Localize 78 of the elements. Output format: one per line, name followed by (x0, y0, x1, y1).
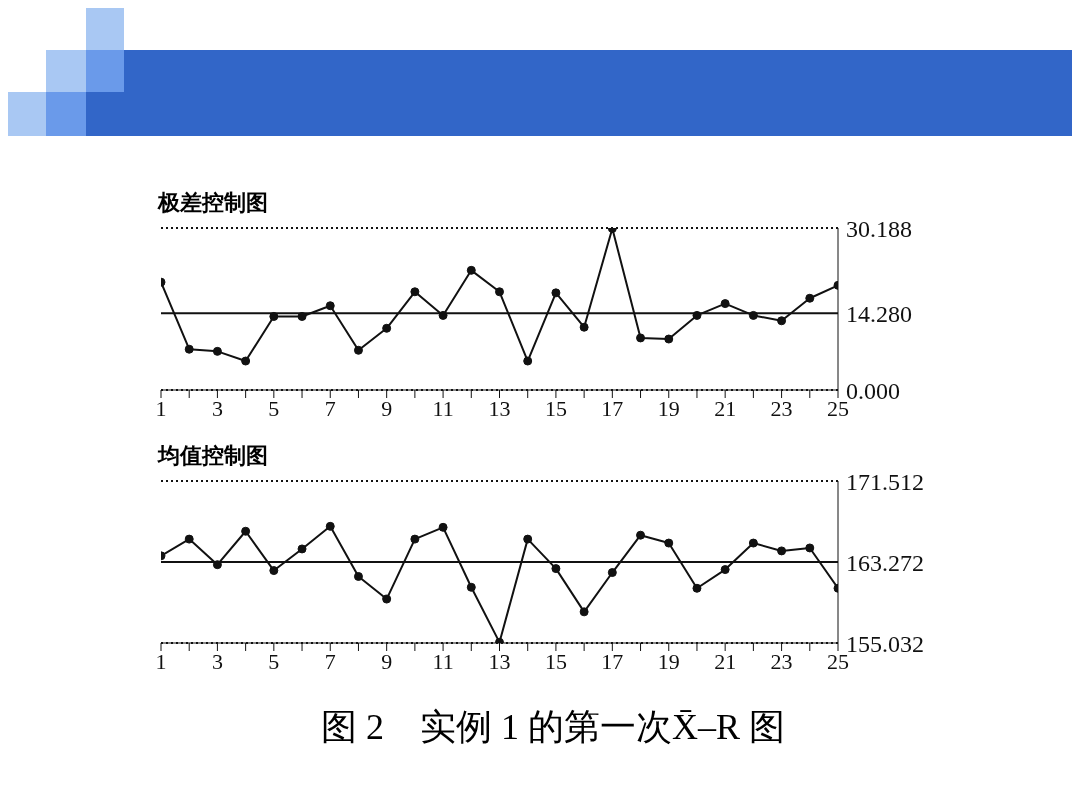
point (466, 582, 476, 592)
x-tick-label: 25 (827, 648, 849, 674)
point (438, 310, 448, 320)
point (748, 310, 758, 320)
x-tick-label: 11 (432, 648, 454, 674)
point (297, 311, 307, 321)
point (241, 356, 251, 366)
y-tick-label: 30.188 (846, 215, 912, 242)
point (382, 594, 392, 604)
caption: 图 2 实例 1 的第一次X̄–R 图 (320, 706, 786, 749)
point (805, 543, 815, 553)
x-tick-label: 21 (714, 648, 737, 674)
point (184, 344, 194, 354)
y-tick-label: 155.032 (846, 630, 924, 657)
y-tick-label: 171.512 (846, 468, 924, 495)
x-tick-label: 23 (770, 648, 793, 674)
point (664, 538, 674, 548)
y-tick-label: 0.000 (846, 377, 900, 404)
chart-title: 极差控制图 (158, 190, 268, 215)
point (607, 568, 617, 578)
point (805, 293, 815, 303)
point (297, 544, 307, 554)
point (466, 265, 476, 275)
point (212, 346, 222, 356)
x-tick-label: 11 (432, 395, 454, 421)
point (579, 607, 589, 617)
chart-title: 均值控制图 (158, 443, 268, 468)
x-tick-label: 13 (488, 395, 511, 421)
x-tick-label: 3 (211, 395, 223, 421)
y-tick-label: 163.272 (846, 549, 924, 576)
x-tick-label: 9 (381, 395, 393, 421)
x-tick-label: 15 (544, 395, 567, 421)
x-tick-label: 7 (324, 648, 336, 674)
point (579, 322, 589, 332)
x-tick-label: 17 (601, 395, 624, 421)
x-tick-label: 19 (657, 648, 680, 674)
point (777, 546, 787, 556)
point (777, 316, 787, 326)
point (212, 560, 222, 570)
x-tick-label: 1 (155, 648, 167, 674)
point (692, 583, 702, 593)
point (523, 534, 533, 544)
point (551, 564, 561, 574)
point (692, 310, 702, 320)
x-tick-label: 5 (268, 648, 280, 674)
x-tick-label: 23 (770, 395, 793, 421)
point (636, 530, 646, 540)
point (495, 287, 504, 297)
point (241, 526, 251, 536)
point (410, 287, 420, 297)
point (720, 299, 730, 309)
point (664, 334, 674, 344)
point (636, 333, 646, 343)
point (269, 311, 279, 321)
point (720, 565, 730, 575)
x-tick-label: 3 (211, 648, 223, 674)
point (523, 356, 533, 366)
point (382, 323, 392, 333)
x-tick-label: 9 (381, 648, 393, 674)
x-tick-label: 15 (544, 648, 567, 674)
point (353, 345, 363, 355)
x-tick-label: 21 (714, 395, 737, 421)
point (325, 301, 335, 311)
x-tick-label: 1 (155, 395, 167, 421)
point (410, 534, 420, 544)
point (438, 522, 448, 532)
x-tick-label: 5 (268, 395, 280, 421)
x-tick-label: 17 (601, 648, 624, 674)
point (325, 521, 335, 531)
x-tick-label: 19 (657, 395, 680, 421)
point (184, 534, 194, 544)
x-tick-label: 13 (488, 648, 511, 674)
y-tick-label: 14.280 (846, 300, 912, 327)
point (551, 288, 561, 298)
point (748, 538, 758, 548)
x-tick-label: 7 (324, 395, 336, 421)
point (353, 571, 363, 581)
point (269, 566, 279, 576)
